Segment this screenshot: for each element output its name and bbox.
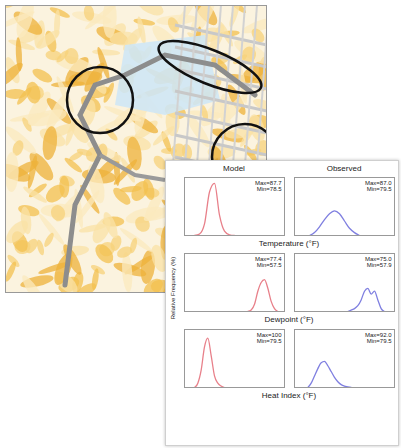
svg-text:Max=87.7Min=78.5: Max=87.7Min=78.5	[255, 180, 282, 192]
html-text:Model: Model	[223, 164, 245, 173]
svg-text:Max=75.0Min=57.9: Max=75.0Min=57.9	[365, 256, 392, 268]
html-text:Heat Index (°F): Heat Index (°F)	[261, 391, 317, 400]
html-text:Observed: Observed	[326, 164, 362, 173]
svg-text:Max=87.0Min=79.5: Max=87.0Min=79.5	[365, 180, 392, 192]
html-text:Temperature (°F): Temperature (°F)	[258, 239, 320, 248]
html-text:Relative Frequency (%): Relative Frequency (%)	[170, 256, 176, 320]
svg-text:Max=92.0Min=79.5: Max=92.0Min=79.5	[365, 332, 392, 344]
svg-text:Max=100Min=79.5: Max=100Min=79.5	[257, 332, 283, 344]
svg-text:Max=77.4Min=57.5: Max=77.4Min=57.5	[255, 256, 282, 268]
html-text:Dewpoint (°F): Dewpoint (°F)	[264, 315, 314, 324]
